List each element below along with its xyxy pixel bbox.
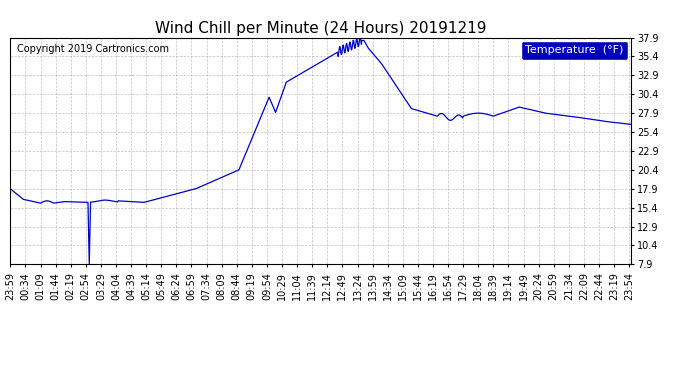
Title: Wind Chill per Minute (24 Hours) 20191219: Wind Chill per Minute (24 Hours) 2019121…	[155, 21, 486, 36]
Legend: Temperature  (°F): Temperature (°F)	[521, 41, 628, 60]
Text: Copyright 2019 Cartronics.com: Copyright 2019 Cartronics.com	[17, 44, 168, 54]
